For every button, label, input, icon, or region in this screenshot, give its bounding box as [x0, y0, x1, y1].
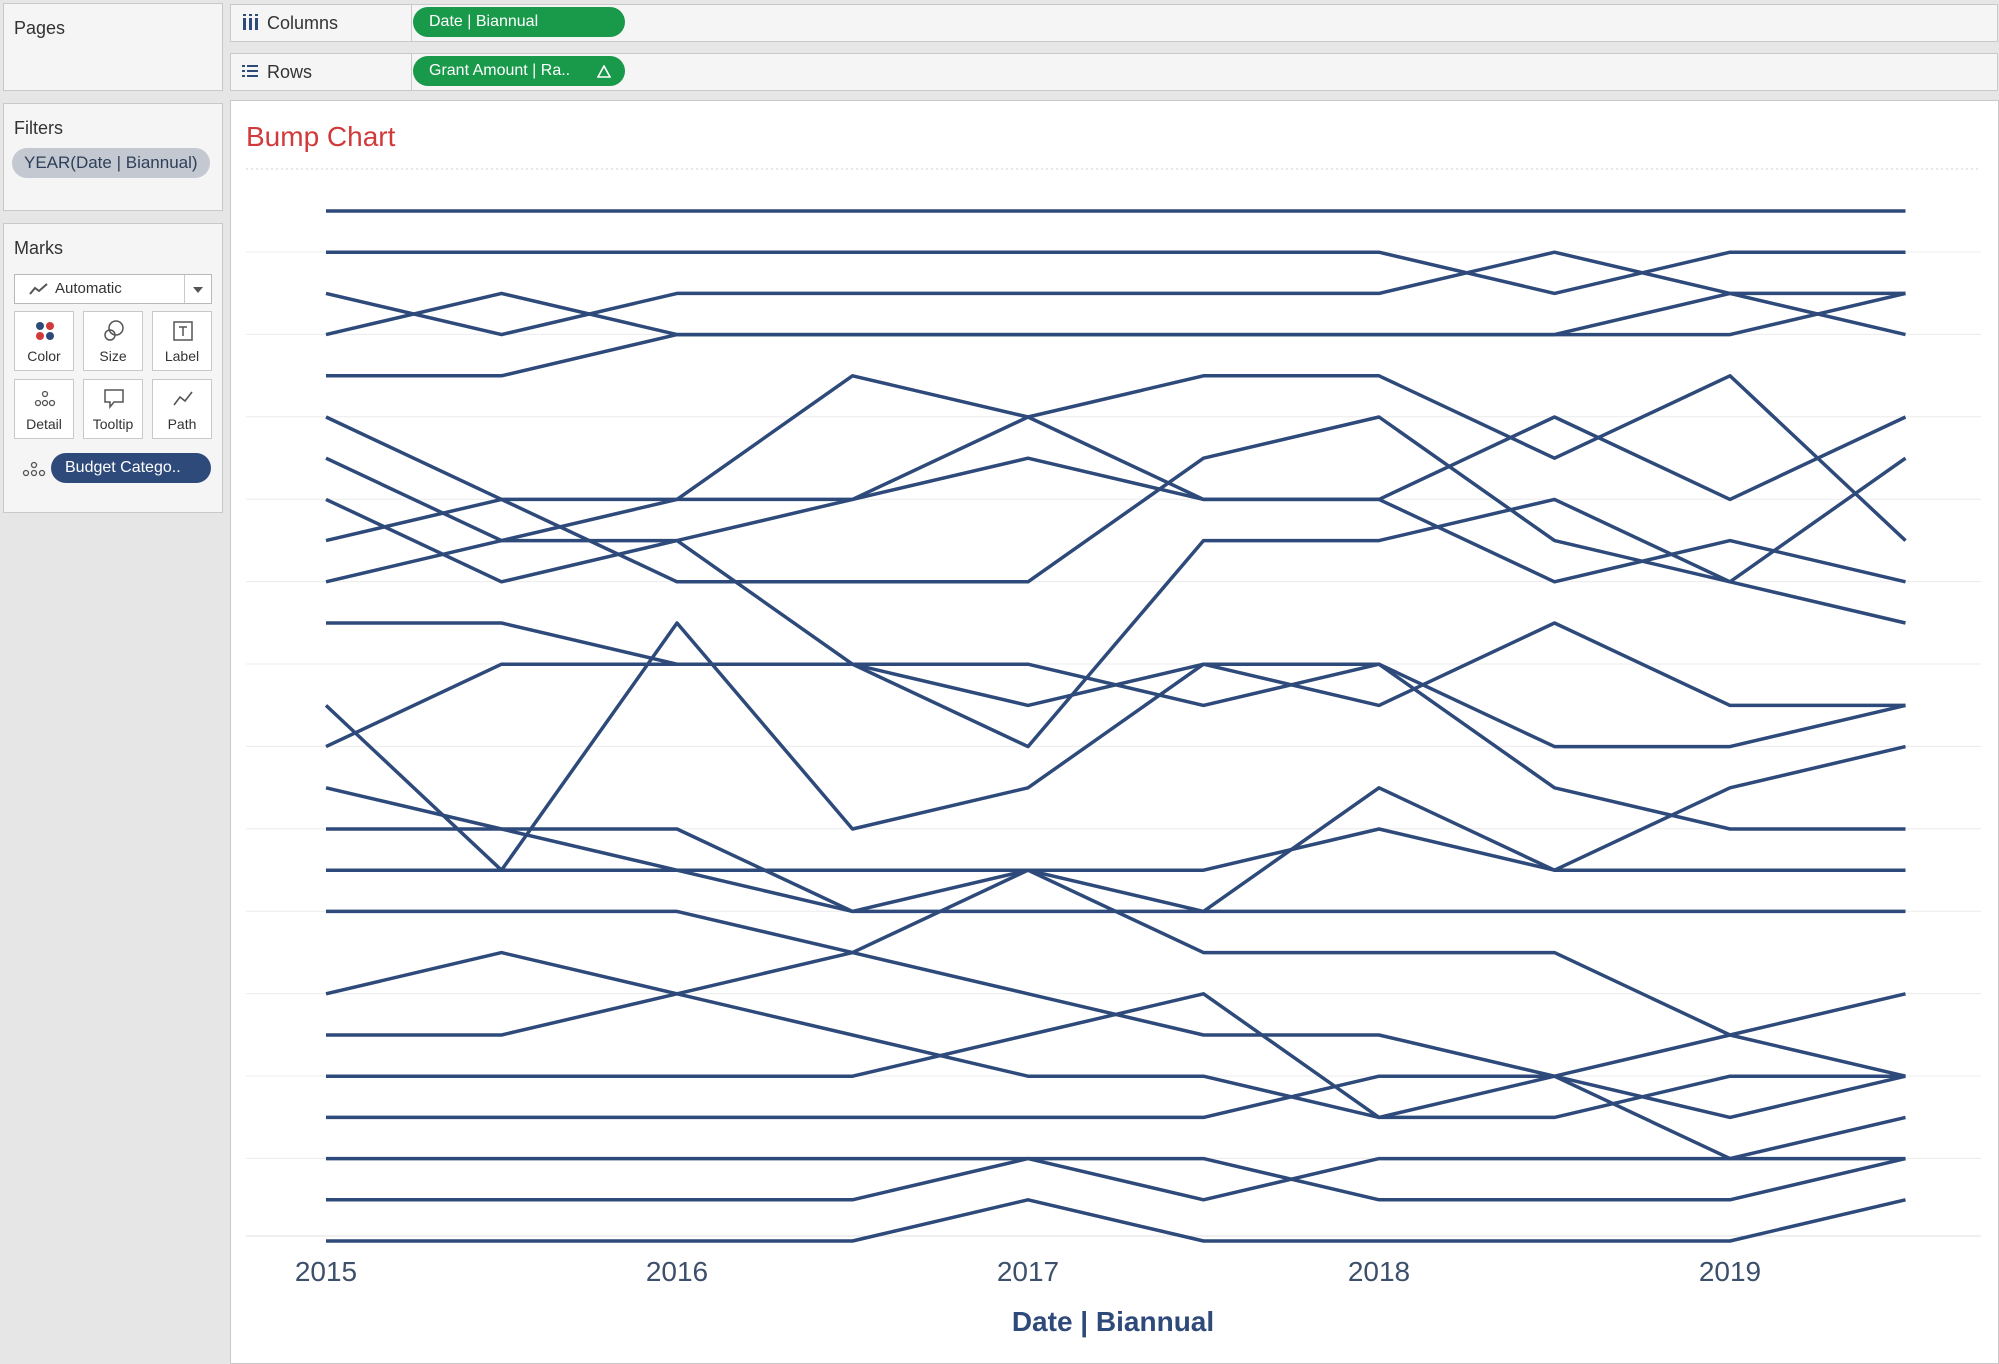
series-line-16: [326, 868, 1906, 914]
tooltip-label: Tooltip: [92, 416, 134, 432]
color-icon: [36, 322, 54, 340]
detail-button[interactable]: Detail: [14, 379, 74, 439]
rows-pill-text: Grant Amount | Ra..: [429, 62, 571, 79]
series-line-7: [325, 497, 1906, 749]
series-line-6: [325, 374, 1907, 543]
rows-shelf-header: Rows: [231, 54, 412, 90]
columns-icon: [243, 14, 258, 30]
size-button[interactable]: Size: [83, 311, 143, 371]
path-button[interactable]: Path: [152, 379, 212, 439]
series-line-24: [326, 1198, 1906, 1243]
marks-card: Marks Automatic Color Size Label Detail: [3, 223, 223, 513]
rows-shelf[interactable]: Rows Grant Amount | Ra..: [230, 53, 1998, 91]
mark-type-label: Automatic: [55, 280, 122, 297]
series-line-19: [326, 992, 1906, 1120]
columns-pill-date[interactable]: Date | Biannual: [413, 7, 625, 37]
label-label: Label: [164, 348, 200, 364]
detail-field-icon: [22, 461, 46, 477]
series-line-21: [326, 1074, 1906, 1120]
path-label: Path: [167, 416, 197, 432]
series-line-2: [326, 250, 1906, 296]
series-line-13: [325, 662, 1906, 831]
x-tick-label: 2017: [997, 1256, 1059, 1287]
x-tick-label: 2018: [1348, 1256, 1410, 1287]
chevron-down-icon[interactable]: [184, 275, 211, 303]
rows-label: Rows: [267, 62, 313, 82]
detail-label: Detail: [26, 416, 62, 432]
budget-category-pill[interactable]: Budget Catego..: [51, 453, 211, 483]
filter-pill-year[interactable]: YEAR(Date | Biannual): [12, 148, 210, 178]
filters-card[interactable]: Filters YEAR(Date | Biannual): [3, 103, 223, 211]
tooltip-button[interactable]: Tooltip: [83, 379, 143, 439]
line-mark-icon: [29, 283, 48, 295]
x-tick-label: 2015: [295, 1256, 357, 1287]
pages-title: Pages: [14, 18, 66, 38]
series-line-23: [326, 1156, 1906, 1202]
series-line-4: [325, 291, 1906, 337]
x-axis-title: Date | Biannual: [1012, 1306, 1214, 1337]
x-tick-label: 2016: [646, 1256, 708, 1287]
rows-pill-grant-amount[interactable]: Grant Amount | Ra..: [413, 56, 625, 86]
size-icon: [104, 320, 124, 341]
series-line-20: [326, 992, 1906, 1161]
worksheet-title: Bump Chart: [246, 121, 396, 152]
columns-shelf[interactable]: Columns Date | Biannual: [230, 4, 1998, 42]
series-line-22: [326, 1156, 1906, 1202]
series-line-5: [326, 291, 1906, 378]
mark-type-dropdown[interactable]: Automatic: [14, 274, 212, 304]
path-icon: [173, 391, 193, 406]
series-line-14: [325, 786, 1906, 872]
label-button[interactable]: Label: [152, 311, 212, 371]
rows-icon: [242, 65, 258, 77]
columns-shelf-header: Columns: [231, 5, 412, 41]
series-line-10: [325, 415, 1907, 584]
label-icon: [173, 321, 193, 341]
series-line-17: [326, 868, 1906, 1037]
x-tick-label: 2019: [1699, 1256, 1761, 1287]
size-label: Size: [99, 348, 127, 364]
columns-label: Columns: [267, 13, 339, 33]
worksheet: Bump Chart 2015 2016 2017 2018 2019 Date | Bi…: [230, 100, 1999, 1364]
series-line-3: [325, 250, 1906, 337]
bump-chart[interactable]: 2015 2016 2017 2018 2019 Date | Biannual: [231, 101, 1998, 1363]
marks-title: Marks: [14, 238, 63, 258]
pages-card[interactable]: Pages: [3, 3, 223, 91]
filters-title: Filters: [14, 118, 63, 138]
series-line-12: [324, 621, 1906, 872]
delta-icon: [597, 65, 611, 78]
tooltip-icon: [104, 389, 124, 410]
color-label: Color: [27, 348, 61, 364]
color-button[interactable]: Color: [14, 311, 74, 371]
detail-icon: [34, 390, 56, 407]
